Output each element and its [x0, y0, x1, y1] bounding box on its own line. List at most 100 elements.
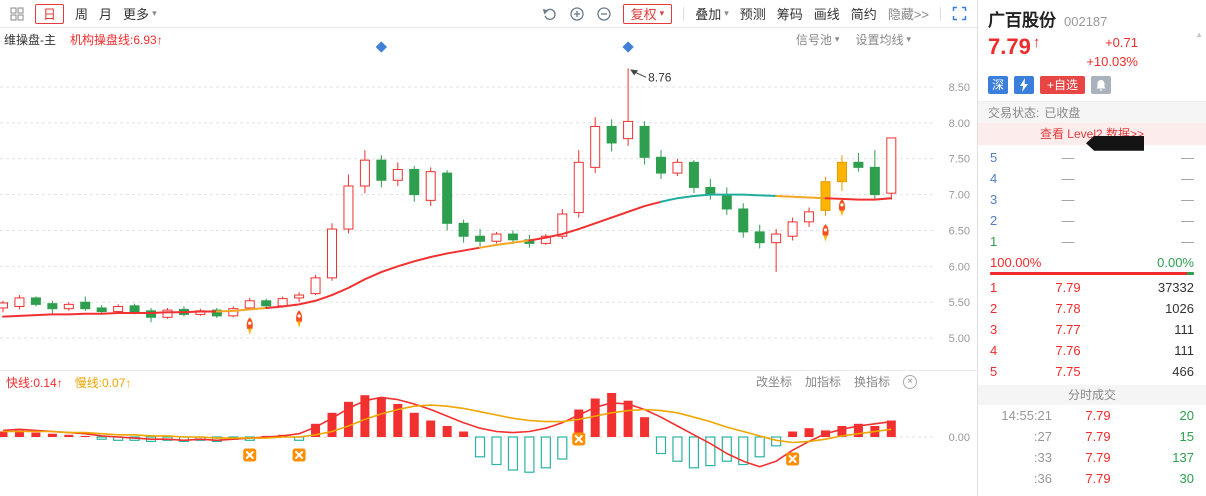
- trading-status-bar: 交易状态: 已收盘: [978, 100, 1206, 123]
- zoom-out-button[interactable]: [596, 6, 612, 22]
- close-indicator-icon[interactable]: ×: [903, 374, 917, 389]
- ask-price: —: [1061, 233, 1075, 249]
- time-sales-header: 分时成交: [978, 384, 1206, 405]
- ask-row-4[interactable]: 4 — —: [978, 168, 1206, 189]
- more-periods-dropdown[interactable]: 更多 ▾: [123, 4, 157, 23]
- trade-volume: 30: [1179, 470, 1194, 486]
- bid-row-4[interactable]: 4 7.76 111: [978, 340, 1206, 361]
- change-axis-button[interactable]: 改坐标: [755, 375, 792, 389]
- forecast-button[interactable]: 预测: [739, 7, 766, 22]
- chevron-down-icon: ▾: [834, 34, 840, 44]
- chip-distribution-button[interactable]: 筹码: [776, 7, 803, 22]
- main-chart-canvas[interactable]: 8.50 8.00 7.50 7.00 6.50 6.00 5.50 5.00 8.76: [0, 28, 978, 370]
- ask-level-index: 1: [990, 233, 998, 249]
- chevron-down-icon: ▾: [152, 8, 157, 18]
- bid-ratio-value: 100.00%: [990, 254, 1042, 270]
- bid-price: 7.78: [1055, 300, 1081, 316]
- alert-button[interactable]: [1091, 75, 1112, 94]
- trade-time: :27: [1033, 428, 1052, 444]
- ask-row-3[interactable]: 3 — —: [978, 189, 1206, 210]
- bell-icon: [1096, 79, 1106, 91]
- ask-volume: —: [1181, 233, 1194, 249]
- trade-row: :36 7.79 30: [978, 468, 1206, 489]
- stock-title-row: 广百股份 002187: [978, 0, 1206, 31]
- ask-row-2[interactable]: 2 — —: [978, 210, 1206, 231]
- sub-chart-canvas[interactable]: 0.00: [0, 370, 978, 496]
- simple-mode-button[interactable]: 简约: [850, 7, 877, 22]
- indicator-name-label: 维操盘-主: [4, 33, 56, 47]
- bid-row-5[interactable]: 5 7.75 466: [978, 361, 1206, 382]
- ask-level-index: 5: [990, 149, 998, 165]
- svg-text:6.00: 6.00: [949, 261, 970, 273]
- trade-time: :33: [1033, 449, 1052, 465]
- price-adjust-dropdown[interactable]: 复权 ▾: [622, 3, 673, 24]
- bid-row-3[interactable]: 3 7.77 111: [978, 319, 1206, 340]
- trade-price: 7.79: [1085, 407, 1111, 423]
- chart-divider: [0, 370, 978, 371]
- slow-line-value-label: 慢线:0.07↑: [74, 376, 132, 390]
- price-adjust-label: 复权: [630, 7, 657, 22]
- add-watchlist-button[interactable]: +自选: [1040, 75, 1086, 94]
- main-chart-header: 维操盘-主 机构操盘线:6.93↑: [4, 31, 163, 48]
- add-indicator-button[interactable]: 加指标: [804, 375, 841, 389]
- ask-volume: —: [1181, 191, 1194, 207]
- time-sales-list[interactable]: 14:55:21 7.79 20 :27 7.79 15 :33 7.79 13…: [978, 405, 1206, 489]
- lightning-icon: [1020, 77, 1028, 92]
- bid-volume: 466: [1172, 363, 1194, 379]
- level2-link[interactable]: 查看 Level2 数据>>: [978, 122, 1206, 151]
- period-month-button[interactable]: 月: [99, 7, 113, 22]
- hide-toolbar-button[interactable]: 隐藏>>: [887, 7, 929, 22]
- period-week-button[interactable]: 周: [75, 7, 89, 22]
- switch-indicator-button[interactable]: 换指标: [853, 375, 890, 389]
- bid-ask-ratio-bar: [990, 271, 1194, 275]
- trading-status-label: 交易状态:: [988, 105, 1040, 120]
- svg-text:8.76: 8.76: [648, 70, 672, 84]
- chart-toolbar: 日 周 月 更多 ▾: [0, 0, 977, 28]
- stock-name: 广百股份: [988, 11, 1056, 30]
- chevron-down-icon: ▾: [724, 8, 729, 18]
- bid-row-1[interactable]: 1 7.79 37332: [978, 277, 1206, 298]
- layout-grid-button[interactable]: [10, 7, 24, 21]
- zoom-in-button[interactable]: [569, 6, 585, 22]
- layout-grid-icon: [10, 7, 24, 20]
- undo-button[interactable]: [542, 6, 558, 22]
- draw-line-button[interactable]: 画线: [813, 7, 840, 22]
- set-ma-dropdown[interactable]: 设置均线 ▾: [855, 31, 911, 48]
- ask-row-5[interactable]: 5 — —: [978, 147, 1206, 168]
- svg-text:5.50: 5.50: [949, 297, 970, 309]
- ask-price: —: [1061, 149, 1075, 165]
- trade-time: 14:55:21: [1001, 407, 1052, 423]
- svg-text:7.00: 7.00: [949, 190, 970, 202]
- ask-ratio-value: 0.00%: [1157, 254, 1194, 270]
- signal-pool-label: 信号池: [795, 33, 832, 47]
- price-change-pct: +10.03%: [1086, 53, 1138, 69]
- period-day-button[interactable]: 日: [35, 3, 65, 24]
- stock-code: 002187: [1064, 14, 1108, 29]
- ask-row-1[interactable]: 1 — —: [978, 231, 1206, 252]
- chart-region: 日 周 月 更多 ▾: [0, 0, 978, 496]
- more-periods-label: 更多: [123, 7, 150, 22]
- trade-price: 7.79: [1085, 449, 1111, 465]
- bid-price: 7.79: [1055, 279, 1081, 295]
- undo-icon: [542, 8, 556, 20]
- bid-level-index: 5: [990, 363, 998, 379]
- chevron-down-icon: ▾: [659, 8, 665, 18]
- panel-scroll-up-arrow[interactable]: ▲: [1195, 30, 1203, 39]
- toolbar-separator: [940, 6, 941, 21]
- bid-ask-ratio: 100.00% 0.00%: [978, 252, 1206, 277]
- ask-price: —: [1061, 212, 1075, 228]
- signal-pool-dropdown[interactable]: 信号池 ▾: [796, 31, 840, 48]
- current-price: 7.79: [988, 34, 1031, 59]
- set-ma-label: 设置均线: [855, 33, 904, 47]
- bid-row-2[interactable]: 2 7.78 1026: [978, 298, 1206, 319]
- ask-level-index: 2: [990, 212, 998, 228]
- fullscreen-button[interactable]: [952, 6, 967, 21]
- bid-price: 7.77: [1055, 321, 1081, 337]
- overlay-dropdown[interactable]: 叠加 ▾: [695, 4, 729, 23]
- flash-order-button[interactable]: [1014, 75, 1034, 94]
- svg-text:8.50: 8.50: [949, 82, 970, 94]
- ask-price: —: [1061, 170, 1075, 186]
- bid-price: 7.75: [1055, 363, 1081, 379]
- bid-level-index: 2: [990, 300, 998, 316]
